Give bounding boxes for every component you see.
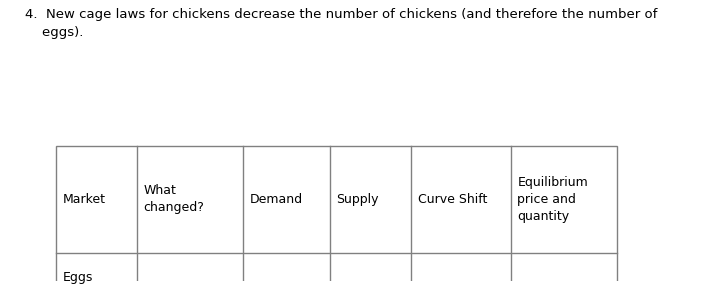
Text: Demand: Demand: [249, 193, 302, 206]
Text: Market: Market: [63, 193, 105, 206]
Text: Curve Shift: Curve Shift: [418, 193, 487, 206]
Text: 4.  New cage laws for chickens decrease the number of chickens (and therefore th: 4. New cage laws for chickens decrease t…: [25, 9, 657, 39]
Text: What
changed?: What changed?: [143, 184, 204, 214]
Text: Supply: Supply: [336, 193, 379, 206]
Text: Eggs: Eggs: [63, 271, 93, 284]
Text: Equilibrium
price and
quantity: Equilibrium price and quantity: [518, 176, 588, 223]
